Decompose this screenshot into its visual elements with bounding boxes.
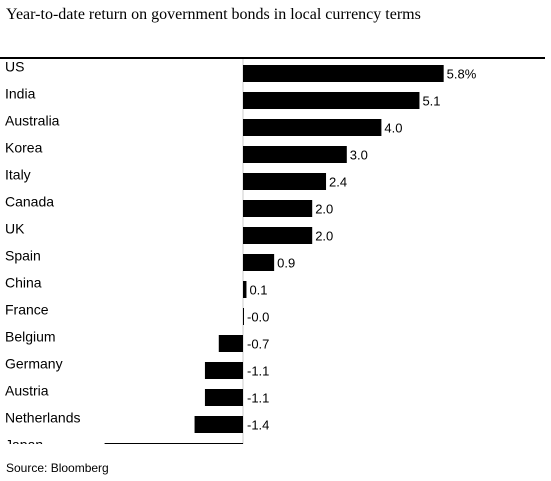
value-label-germany: -1.1 bbox=[247, 364, 269, 379]
value-label-india: 5.1 bbox=[422, 94, 440, 109]
bar-canada bbox=[243, 200, 313, 217]
category-label-us: US bbox=[5, 59, 24, 75]
bar-netherlands bbox=[194, 416, 243, 433]
category-label-korea: Korea bbox=[5, 140, 43, 156]
value-label-austria: -1.1 bbox=[247, 391, 269, 406]
bar-korea bbox=[243, 146, 347, 163]
category-label-japan: Japan bbox=[5, 437, 43, 445]
bar-belgium bbox=[218, 335, 243, 352]
category-label-uk: UK bbox=[5, 221, 25, 237]
bar-uk bbox=[243, 227, 313, 244]
bar-france bbox=[243, 308, 244, 325]
category-label-belgium: Belgium bbox=[5, 329, 56, 345]
bar-austria bbox=[204, 389, 243, 406]
value-label-spain: 0.9 bbox=[277, 256, 295, 271]
bar-italy bbox=[243, 173, 327, 190]
bar-japan bbox=[104, 443, 243, 444]
value-label-italy: 2.4 bbox=[329, 175, 347, 190]
category-label-germany: Germany bbox=[5, 356, 63, 372]
bar-india bbox=[243, 92, 420, 109]
bar-us bbox=[243, 65, 444, 82]
category-label-italy: Italy bbox=[5, 167, 31, 183]
category-label-netherlands: Netherlands bbox=[5, 410, 81, 426]
category-label-china: China bbox=[5, 275, 42, 291]
category-label-spain: Spain bbox=[5, 248, 41, 264]
value-label-korea: 3.0 bbox=[350, 148, 368, 163]
value-label-uk: 2.0 bbox=[315, 229, 333, 244]
value-label-netherlands: -1.4 bbox=[247, 418, 269, 433]
category-label-canada: Canada bbox=[5, 194, 54, 210]
value-label-australia: 4.0 bbox=[384, 121, 402, 136]
source-note: Source: Bloomberg bbox=[6, 461, 109, 475]
chart-area: US 5.8% India 5.1 Australia 4.0 Korea 3.0 Italy 2… bbox=[0, 59, 551, 444]
value-label-france: -0.0 bbox=[247, 310, 269, 325]
bar-spain bbox=[243, 254, 275, 271]
bar-china bbox=[243, 281, 247, 298]
value-label-us: 5.8% bbox=[447, 67, 477, 82]
title-rule bbox=[0, 57, 545, 59]
value-label-canada: 2.0 bbox=[315, 202, 333, 217]
category-label-france: France bbox=[5, 302, 49, 318]
bar-australia bbox=[243, 119, 382, 136]
bar-chart: US 5.8% India 5.1 Australia 4.0 Korea 3.0 Italy 2… bbox=[5, 59, 477, 445]
bar-germany bbox=[204, 362, 243, 379]
category-label-austria: Austria bbox=[5, 383, 49, 399]
value-label-china: 0.1 bbox=[249, 283, 267, 298]
chart-title: Year-to-date return on government bonds … bbox=[6, 6, 421, 23]
value-label-belgium: -0.7 bbox=[247, 337, 269, 352]
category-label-india: India bbox=[5, 86, 36, 102]
category-label-australia: Australia bbox=[5, 113, 60, 129]
